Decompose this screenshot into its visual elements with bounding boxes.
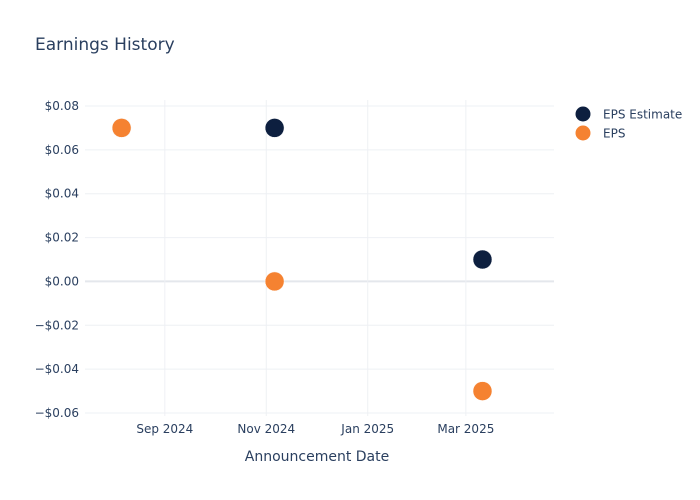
- legend-label[interactable]: EPS: [603, 127, 625, 141]
- legend[interactable]: EPS Estimate EPS: [575, 106, 683, 141]
- data-points: [111, 118, 493, 401]
- x-tick-label: Sep 2024: [136, 422, 193, 436]
- point-eps[interactable]: [472, 381, 493, 401]
- chart-title: Earnings History: [35, 35, 175, 55]
- point-eps-estimate[interactable]: [472, 249, 493, 270]
- legend-marker[interactable]: [575, 125, 591, 141]
- y-tick-label: −$0.02: [35, 318, 79, 332]
- y-axis: $0.08 $0.06 $0.04 $0.02 $0.00 −$0.02 −$0.04 −$0…: [35, 99, 79, 420]
- y-tick-label: −$0.04: [35, 362, 79, 376]
- grid: [85, 100, 554, 416]
- legend-label[interactable]: EPS Estimate: [603, 108, 682, 122]
- point-eps[interactable]: [111, 118, 132, 138]
- x-axis: Sep 2024 Nov 2024 Jan 2025 Mar 2025: [136, 422, 494, 436]
- legend-marker[interactable]: [575, 106, 591, 122]
- y-tick-label: $0.04: [45, 187, 79, 201]
- x-tick-label: Nov 2024: [237, 422, 295, 436]
- y-tick-label: $0.08: [45, 99, 79, 113]
- x-tick-label: Mar 2025: [437, 422, 494, 436]
- x-axis-title: Announcement Date: [245, 449, 389, 465]
- y-tick-label: $0.00: [45, 274, 79, 288]
- y-tick-label: $0.02: [45, 231, 79, 245]
- point-eps[interactable]: [264, 271, 285, 292]
- x-tick-label: Jan 2025: [340, 422, 394, 436]
- point-eps-estimate[interactable]: [264, 118, 285, 138]
- y-tick-label: −$0.06: [35, 406, 79, 420]
- y-tick-label: $0.06: [45, 143, 79, 157]
